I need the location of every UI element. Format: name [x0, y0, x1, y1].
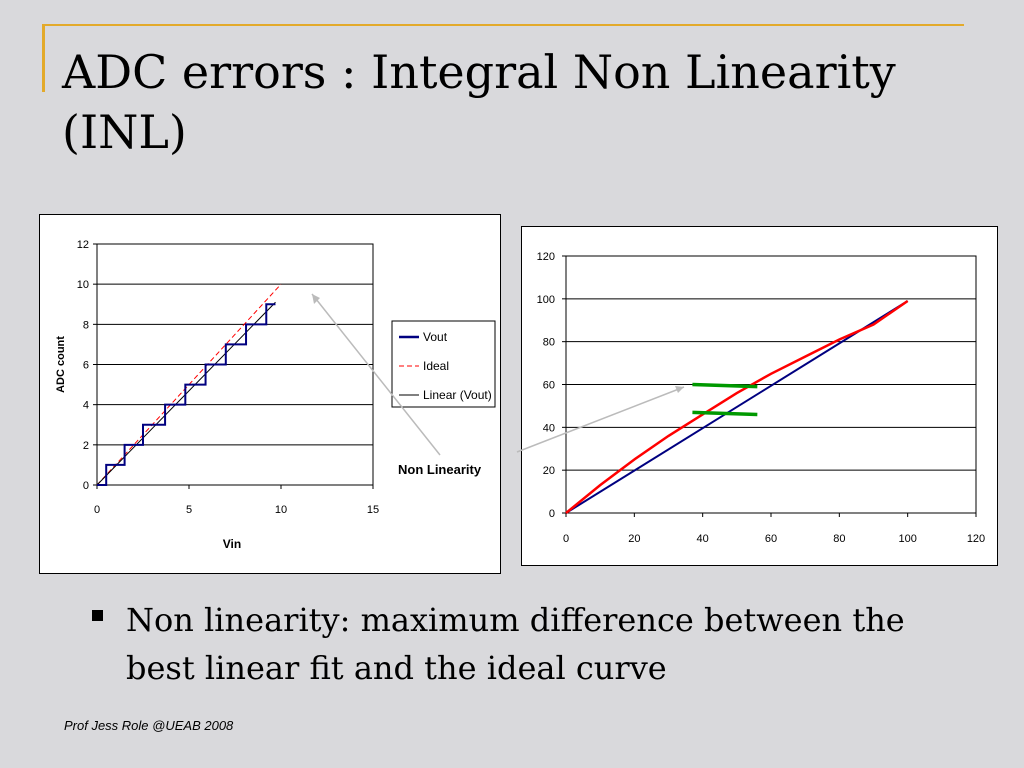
- tick-label-x-0: 0: [94, 504, 100, 516]
- tick-label-y-4: 80: [543, 337, 555, 349]
- tick-label-y-3: 60: [543, 380, 555, 392]
- bullet-item: Non linearity: maximum difference betwee…: [92, 596, 972, 692]
- tick-label-x-6: 120: [967, 533, 985, 545]
- bullet-text: Non linearity: maximum difference betwee…: [126, 601, 905, 687]
- tick-label-y-6: 120: [537, 251, 555, 263]
- adc-transfer-chart: 0 2 4 6 8 10 12 0 5 10 15 Vin ADC count Vout Ideal Line…: [39, 214, 501, 574]
- slide-title-line-2: (INL): [62, 105, 187, 159]
- tick-label-y-1: 2: [83, 440, 89, 452]
- tick-label-y-5: 10: [77, 279, 89, 291]
- tick-label-x-4: 80: [833, 533, 845, 545]
- tick-label-y-4: 8: [83, 319, 89, 331]
- tick-label-x-3: 60: [765, 533, 777, 545]
- tick-label-x-1: 20: [628, 533, 640, 545]
- y-axis-label: ADC count: [55, 336, 67, 393]
- title-accent-bar: [42, 24, 45, 92]
- tick-label-y-2: 4: [83, 400, 89, 412]
- legend-label-vout: Vout: [423, 330, 448, 344]
- adc-transfer-chart-svg: 0 2 4 6 8 10 12 0 5 10 15 Vin ADC count Vout Ideal Line…: [55, 239, 496, 551]
- title-accent-line: [42, 24, 964, 26]
- non-linearity-callout: Non Linearity: [398, 462, 482, 477]
- series-line-vout: [97, 303, 276, 486]
- legend-label-linear-vout: Linear (Vout): [423, 388, 492, 402]
- tick-label-x-2: 40: [697, 533, 709, 545]
- tick-label-x-1: 5: [186, 504, 192, 516]
- tick-label-y-1: 20: [543, 465, 555, 477]
- nonlinearity-chart-svg: 0 20 40 60 80 100 120 0 20 40 60 80 100 120: [537, 251, 986, 545]
- tick-label-y-2: 40: [543, 422, 555, 434]
- tick-label-y-6: 12: [77, 239, 89, 251]
- slide-title-line-1: ADC errors : Integral Non Linearity: [62, 45, 896, 99]
- bullet-square-icon: [92, 610, 103, 621]
- tick-label-y-0: 0: [83, 480, 89, 492]
- nonlinearity-chart: 0 20 40 60 80 100 120 0 20 40 60 80 100 120: [521, 226, 998, 566]
- slide-footer: Prof Jess Role @UEAB 2008: [64, 718, 234, 733]
- tick-label-x-2: 10: [275, 504, 287, 516]
- tick-label-x-0: 0: [563, 533, 569, 545]
- nonlinearity-marker-2: [692, 410, 758, 417]
- nonlinearity-marker-1: [692, 382, 758, 389]
- tick-label-y-5: 100: [537, 294, 555, 306]
- tick-label-x-5: 100: [898, 533, 916, 545]
- tick-label-y-0: 0: [549, 508, 555, 520]
- tick-label-y-3: 6: [83, 360, 89, 372]
- series-line-linear: [565, 300, 909, 514]
- legend-label-ideal: Ideal: [423, 359, 449, 373]
- x-axis-label: Vin: [223, 537, 241, 551]
- series-line-curve: [565, 299, 909, 514]
- slide-title: ADC errors : Integral Non Linearity (INL…: [62, 42, 982, 162]
- tick-label-x-3: 15: [367, 504, 379, 516]
